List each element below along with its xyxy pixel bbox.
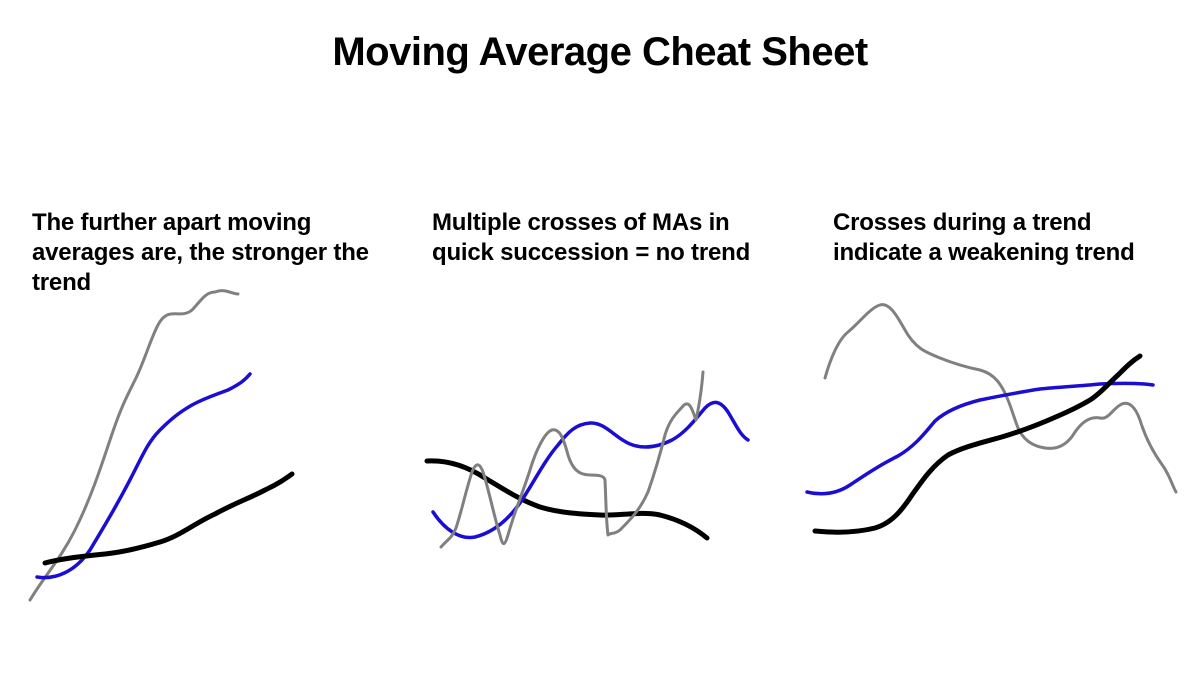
panel-1-fast-ma-line xyxy=(28,289,240,602)
panel-3-caption: Crosses during a trend indicate a weaken… xyxy=(833,208,1183,268)
panel-1-caption-line-3: trend xyxy=(32,269,92,296)
panel-1-slow-ma-line xyxy=(42,471,295,566)
panel-1-mid-ma-line xyxy=(35,372,252,580)
panel-2-sketch xyxy=(424,370,750,549)
panel-1-sketch xyxy=(28,289,295,602)
panel-3-caption-line-2: indicate a weakening trend xyxy=(833,239,1135,266)
panel-3-slow-ma-line xyxy=(812,353,1143,535)
panel-3-sketch xyxy=(805,303,1178,535)
panel-2-fast-ma-line xyxy=(439,370,705,549)
panel-2-caption-line-2: quick succession = no trend xyxy=(432,239,751,266)
panel-3-mid-ma-line xyxy=(805,381,1155,496)
page-title: Moving Average Cheat Sheet xyxy=(332,30,868,74)
panel-2-caption: Multiple crosses of MAs in quick success… xyxy=(432,208,782,268)
panel-3-caption-line-1: Crosses during a trend xyxy=(833,209,1092,236)
panel-2-mid-ma-line xyxy=(431,400,750,540)
panel-2-slow-ma-line xyxy=(424,458,710,541)
panel-1-caption-line-1: The further apart moving xyxy=(32,209,312,236)
panel-2-caption-line-1: Multiple crosses of MAs in xyxy=(432,209,730,236)
panel-3-fast-ma-line xyxy=(823,303,1178,494)
panel-1-caption: The further apart moving averages are, t… xyxy=(32,208,402,298)
panel-1-caption-line-2: averages are, the stronger the xyxy=(32,239,369,266)
